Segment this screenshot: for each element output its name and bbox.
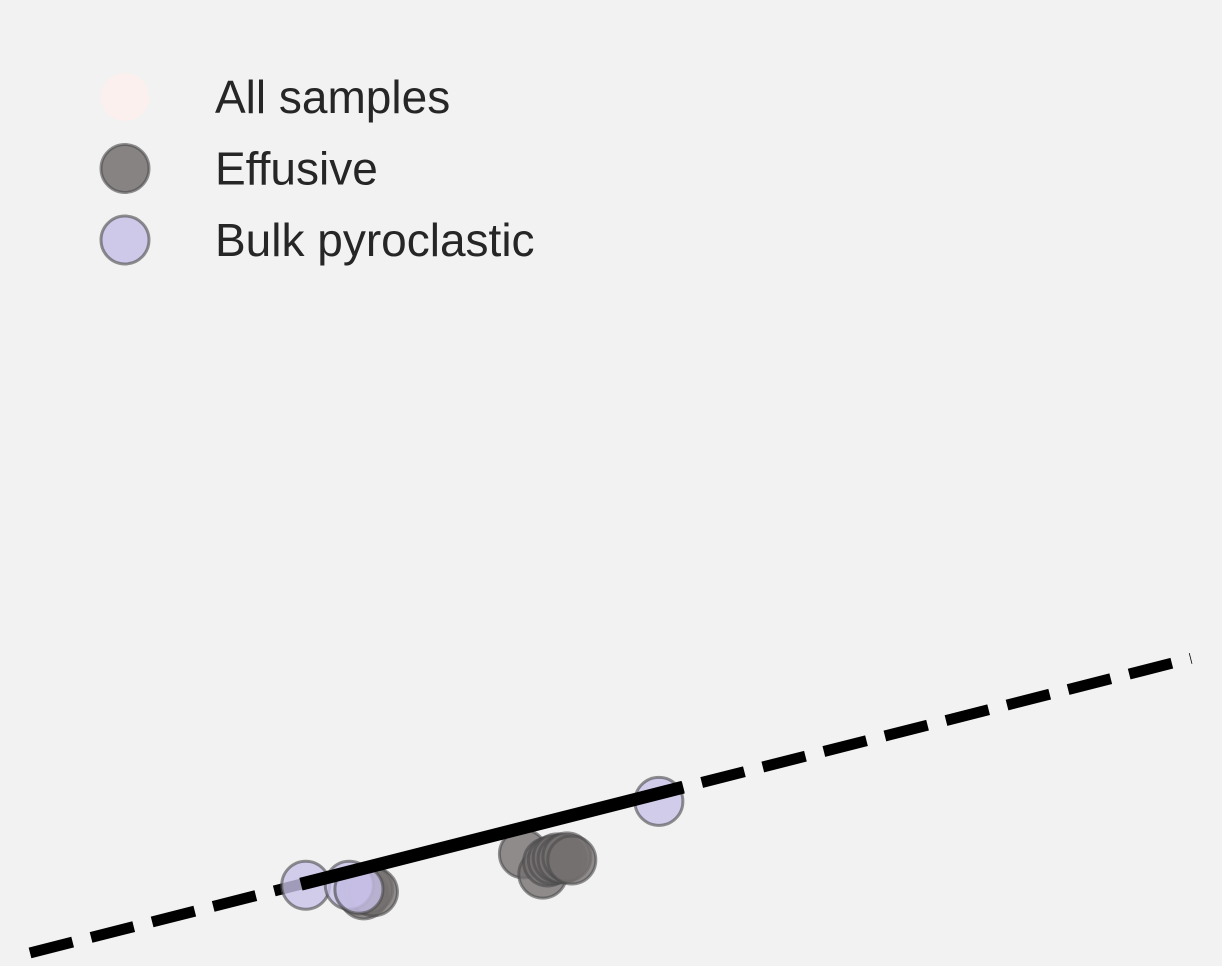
legend-label-bulk-pyroclastic: Bulk pyroclastic [215, 214, 535, 266]
legend-label-effusive: Effusive [215, 143, 378, 195]
legend: All samples Effusive Bulk pyroclastic [99, 71, 535, 266]
fit-line [299, 780, 685, 891]
points-layer [280, 775, 685, 921]
data-point [546, 834, 598, 886]
legend-marker-effusive [99, 143, 151, 194]
legend-label-all-samples: All samples [215, 71, 450, 123]
legend-marker-all-samples [101, 73, 149, 121]
legend-marker-bulk-pyroclastic [99, 214, 151, 266]
